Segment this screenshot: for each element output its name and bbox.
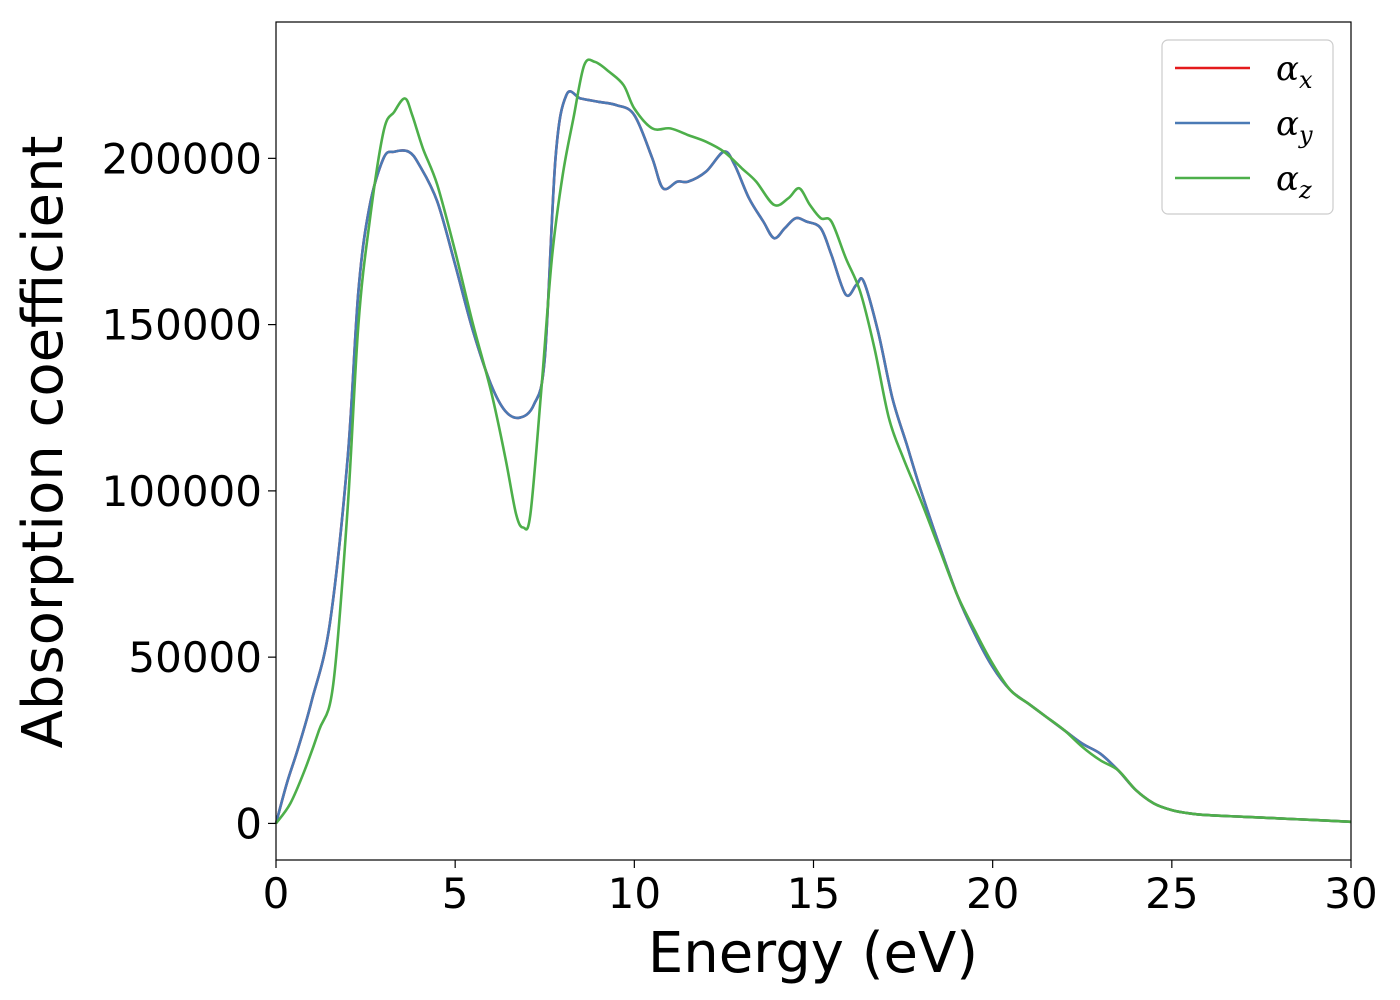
y-tick-label: 0: [235, 799, 262, 848]
x-tick-label: 30: [1324, 869, 1377, 918]
y-tick-label: 200000: [102, 134, 262, 183]
legend: αx αy αz: [1161, 39, 1334, 215]
legend-label-alpha-y: αy: [1276, 104, 1313, 149]
x-tick-label: 5: [442, 869, 469, 918]
legend-label-alpha-z: αz: [1276, 159, 1312, 204]
x-tick-label: 0: [263, 869, 290, 918]
x-tick-label: 20: [966, 869, 1019, 918]
series-layer: [274, 58, 1352, 825]
x-tick-label: 25: [1145, 869, 1198, 918]
legend-box: [1161, 39, 1334, 215]
legend-label-alpha-x: αx: [1276, 49, 1313, 94]
y-tick-label: 150000: [102, 301, 262, 350]
legend-items: αx αy αz: [1175, 49, 1313, 204]
y-tick-label: 50000: [128, 633, 262, 682]
x-tick-label: 15: [787, 869, 840, 918]
y-axis-title: Absorption coefficient: [11, 136, 76, 749]
x-axis-title: Energy (eV): [648, 921, 978, 986]
ticks-layer: 0 5 10 15 20 25 30 0 50000 100000 150000 200000: [102, 134, 1378, 918]
series-line-alpha-z: [274, 58, 1352, 825]
y-tick-label: 100000: [102, 467, 262, 516]
x-tick-label: 10: [608, 869, 661, 918]
